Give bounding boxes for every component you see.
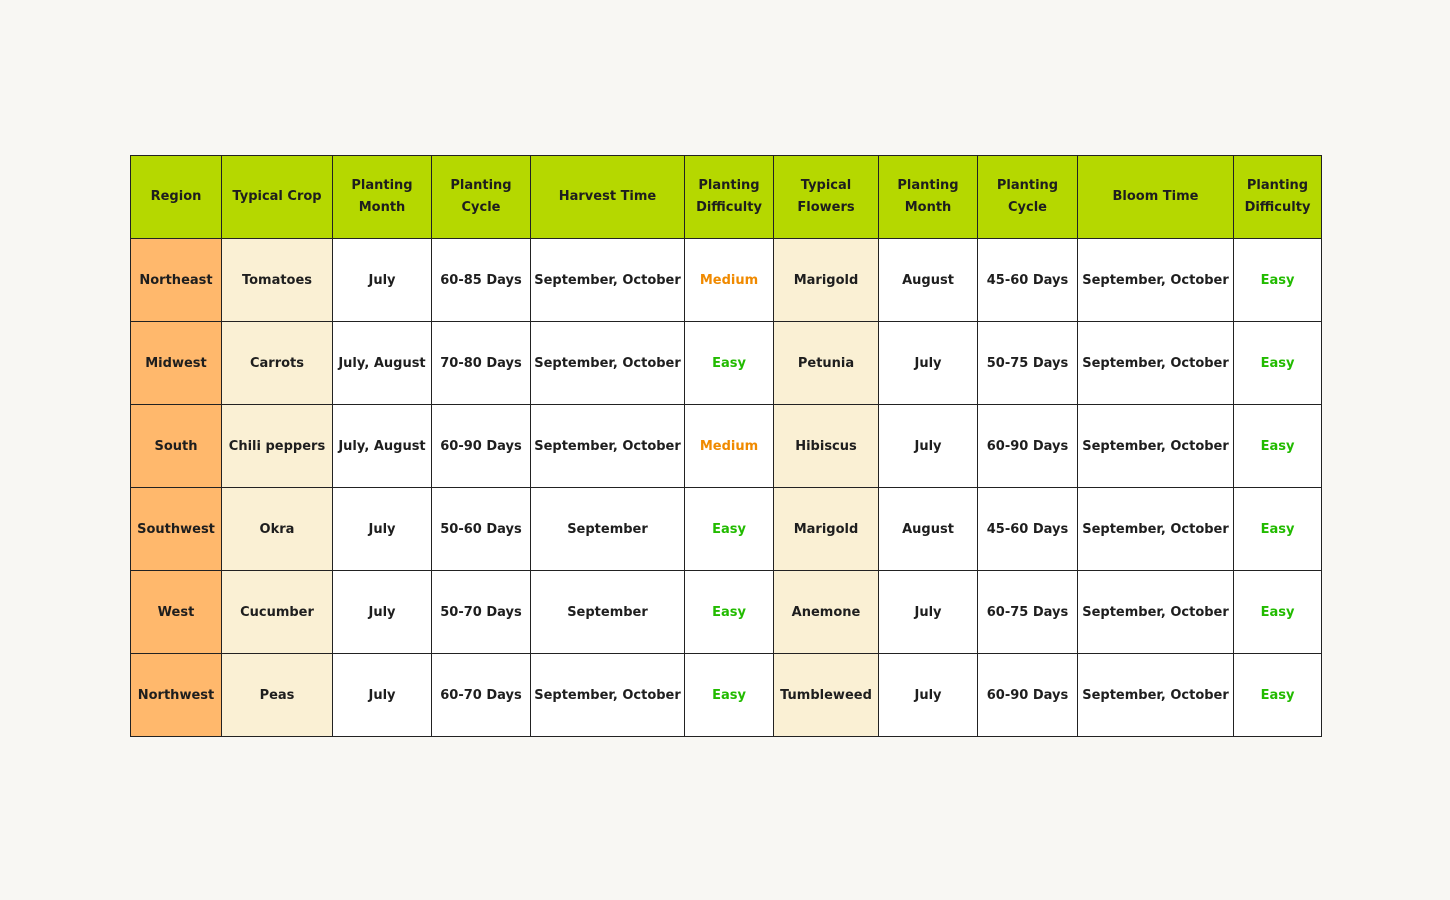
cell-flower-planting-month: July	[878, 570, 978, 654]
table-row: Southwest Okra July 50-60 Days September Easy…	[130, 487, 1322, 571]
header-crop-difficulty: Planting Difficulty	[684, 155, 774, 239]
cell-flower-planting-month: August	[878, 487, 978, 571]
table-row: South Chili peppers July, August 60-90 Days…	[130, 404, 1322, 488]
cell-typical-flower: Marigold	[773, 238, 879, 322]
cell-bloom-time: September, October	[1077, 653, 1234, 737]
cell-crop-planting-cycle: 60-85 Days	[431, 238, 531, 322]
cell-flower-planting-month: August	[878, 238, 978, 322]
cell-harvest-time: September	[530, 487, 685, 571]
header-flower-difficulty: Planting Difficulty	[1233, 155, 1322, 239]
header-typical-flower: Typical Flowers	[773, 155, 879, 239]
cell-typical-crop: Chili peppers	[221, 404, 333, 488]
cell-typical-crop: Peas	[221, 653, 333, 737]
header-crop-planting-month: Planting Month	[332, 155, 432, 239]
cell-region: West	[130, 570, 222, 654]
cell-flower-planting-month: July	[878, 653, 978, 737]
cell-typical-crop: Tomatoes	[221, 238, 333, 322]
cell-crop-difficulty: Easy	[684, 653, 774, 737]
cell-typical-flower: Hibiscus	[773, 404, 879, 488]
cell-flower-planting-cycle: 50-75 Days	[977, 321, 1078, 405]
header-flower-planting-cycle: Planting Cycle	[977, 155, 1078, 239]
cell-harvest-time: September, October	[530, 404, 685, 488]
cell-region: Northwest	[130, 653, 222, 737]
cell-flower-difficulty: Easy	[1233, 238, 1322, 322]
cell-harvest-time: September	[530, 570, 685, 654]
cell-crop-planting-cycle: 60-70 Days	[431, 653, 531, 737]
cell-harvest-time: September, October	[530, 238, 685, 322]
header-row: Region Typical Crop Planting Month Planting…	[130, 155, 1322, 239]
cell-typical-flower: Petunia	[773, 321, 879, 405]
cell-typical-flower: Anemone	[773, 570, 879, 654]
header-harvest-time: Harvest Time	[530, 155, 685, 239]
cell-typical-flower: Marigold	[773, 487, 879, 571]
cell-crop-planting-cycle: 60-90 Days	[431, 404, 531, 488]
cell-flower-planting-cycle: 60-75 Days	[977, 570, 1078, 654]
cell-bloom-time: September, October	[1077, 570, 1234, 654]
cell-bloom-time: September, October	[1077, 404, 1234, 488]
cell-crop-planting-cycle: 50-60 Days	[431, 487, 531, 571]
cell-flower-difficulty: Easy	[1233, 570, 1322, 654]
cell-flower-difficulty: Easy	[1233, 321, 1322, 405]
cell-flower-difficulty: Easy	[1233, 487, 1322, 571]
cell-flower-planting-month: July	[878, 321, 978, 405]
cell-crop-difficulty: Easy	[684, 570, 774, 654]
table-row: West Cucumber July 50-70 Days September Easy A…	[130, 570, 1322, 654]
cell-crop-planting-month: July	[332, 238, 432, 322]
cell-bloom-time: September, October	[1077, 487, 1234, 571]
cell-crop-planting-month: July, August	[332, 404, 432, 488]
cell-region: South	[130, 404, 222, 488]
header-crop-planting-cycle: Planting Cycle	[431, 155, 531, 239]
cell-crop-difficulty: Easy	[684, 321, 774, 405]
cell-crop-difficulty: Easy	[684, 487, 774, 571]
cell-crop-planting-month: July, August	[332, 321, 432, 405]
cell-typical-crop: Carrots	[221, 321, 333, 405]
cell-flower-planting-cycle: 60-90 Days	[977, 653, 1078, 737]
cell-crop-planting-cycle: 50-70 Days	[431, 570, 531, 654]
cell-crop-planting-month: July	[332, 570, 432, 654]
cell-crop-difficulty: Medium	[684, 238, 774, 322]
header-bloom-time: Bloom Time	[1077, 155, 1234, 239]
cell-bloom-time: September, October	[1077, 238, 1234, 322]
cell-flower-planting-cycle: 45-60 Days	[977, 238, 1078, 322]
cell-region: Southwest	[130, 487, 222, 571]
cell-typical-crop: Okra	[221, 487, 333, 571]
cell-flower-planting-month: July	[878, 404, 978, 488]
cell-region: Midwest	[130, 321, 222, 405]
header-region: Region	[130, 155, 222, 239]
cell-harvest-time: September, October	[530, 321, 685, 405]
cell-crop-planting-month: July	[332, 487, 432, 571]
table-row: Northeast Tomatoes July 60-85 Days September…	[130, 238, 1322, 322]
table-row: Northwest Peas July 60-70 Days September, Oc…	[130, 653, 1322, 737]
header-typical-crop: Typical Crop	[221, 155, 333, 239]
cell-crop-difficulty: Medium	[684, 404, 774, 488]
cell-typical-flower: Tumbleweed	[773, 653, 879, 737]
cell-bloom-time: September, October	[1077, 321, 1234, 405]
cell-harvest-time: September, October	[530, 653, 685, 737]
cell-flower-difficulty: Easy	[1233, 404, 1322, 488]
cell-flower-planting-cycle: 60-90 Days	[977, 404, 1078, 488]
cell-flower-planting-cycle: 45-60 Days	[977, 487, 1078, 571]
planting-table: Region Typical Crop Planting Month Planting…	[130, 155, 1322, 737]
header-flower-planting-month: Planting Month	[878, 155, 978, 239]
cell-crop-planting-cycle: 70-80 Days	[431, 321, 531, 405]
cell-flower-difficulty: Easy	[1233, 653, 1322, 737]
cell-crop-planting-month: July	[332, 653, 432, 737]
table-row: Midwest Carrots July, August 70-80 Days Sept…	[130, 321, 1322, 405]
cell-typical-crop: Cucumber	[221, 570, 333, 654]
cell-region: Northeast	[130, 238, 222, 322]
